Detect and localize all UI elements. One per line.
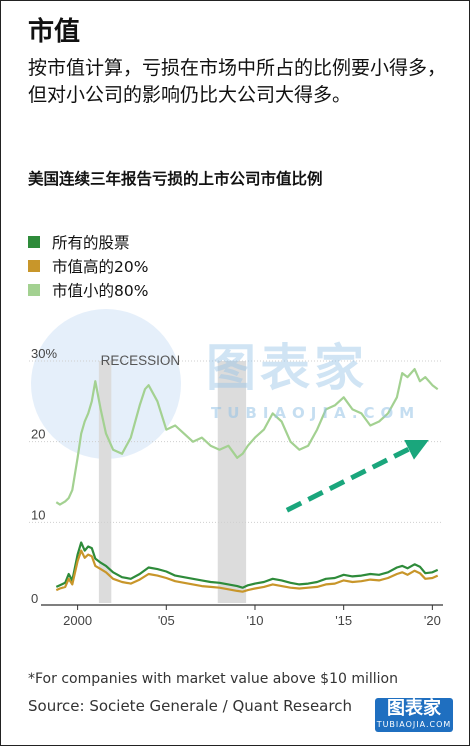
page-subtitle: 按市值计算，亏损在市场中所占的比例要小得多，但对小公司的影响仍比大公司大得多。: [28, 57, 447, 106]
legend-item-top-20: 市值高的20%: [28, 254, 148, 278]
legend-label-all-stocks: 所有的股票: [52, 234, 130, 252]
legend-swatch-all-stocks: [28, 236, 40, 248]
logo-text: 图表家: [387, 698, 441, 719]
trend-arrow-head: [404, 439, 429, 460]
x-tick-label: '10: [247, 613, 264, 628]
line-top-20: [55, 549, 439, 593]
source-note: Source: Societe Generale / Quant Researc…: [28, 697, 352, 715]
line-bottom-80: [55, 367, 439, 506]
trend-arrow-shaft: [285, 443, 416, 513]
line-chart: 0 10 20 30% 2000 '05 '10 '15 '20 RECESSION: [29, 346, 443, 628]
legend-label-top-20: 市值高的20%: [52, 258, 149, 276]
y-tick-label: 10: [31, 507, 45, 522]
watermark-subtext: TUBIAOJIA.COM: [211, 404, 421, 422]
y-tick-label: 20: [31, 427, 45, 442]
legend-item-bottom-80: 市值小的80%: [28, 278, 148, 302]
recession-band: [98, 361, 112, 603]
legend-swatch-top-20: [28, 260, 40, 272]
legend-item-all-stocks: 所有的股票: [28, 230, 148, 254]
brand-logo: 图表家 TUBIAOJIA.COM: [375, 698, 453, 732]
recession-band: [217, 361, 247, 603]
chart-title: 美国连续三年报告亏损的上市公司市值比例: [28, 170, 323, 188]
x-tick-label: '05: [158, 613, 175, 628]
x-tick-label: '15: [335, 613, 352, 628]
logo-subtext: TUBIAOJIA.COM: [376, 720, 452, 729]
x-tick-label: '20: [424, 613, 441, 628]
annotation-recession: RECESSION: [101, 353, 181, 368]
legend: 所有的股票 市值高的20% 市值小的80%: [28, 230, 148, 302]
legend-swatch-bottom-80: [28, 284, 40, 296]
y-tick-label: 0: [31, 591, 38, 606]
line-all-stocks: [55, 541, 439, 589]
y-tick-label: 30%: [31, 346, 57, 361]
x-tick-label: 2000: [63, 613, 92, 628]
legend-label-bottom-80: 市值小的80%: [52, 282, 149, 300]
footnote: *For companies with market value above $…: [28, 671, 398, 687]
page-title: 市值: [28, 17, 81, 47]
